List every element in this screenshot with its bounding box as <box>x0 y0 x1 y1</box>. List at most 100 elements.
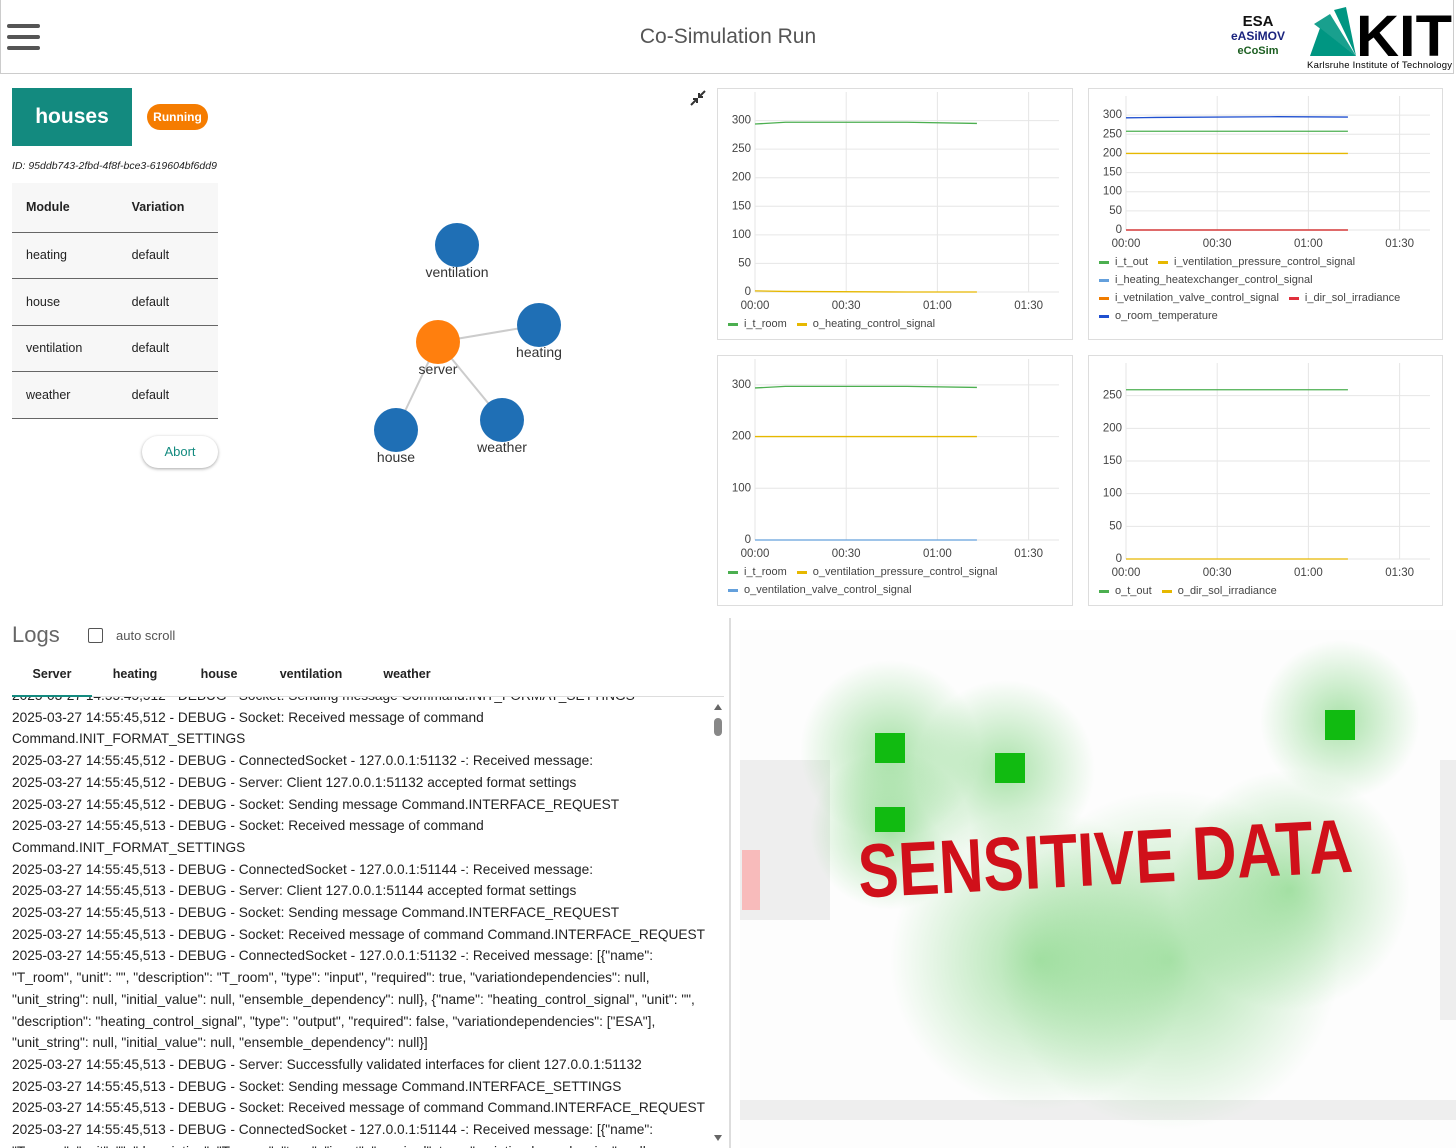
kit-caption: Karlsruhe Institute of Technology <box>1307 60 1452 71</box>
legend-item[interactable]: i_dir_sol_irradiance <box>1288 292 1400 304</box>
legend-label: o_ventilation_valve_control_signal <box>744 584 912 596</box>
y-tick-label: 50 <box>738 257 751 269</box>
chart-panel: 0 50 100 150 200 250 300 00:00 00:30 01:00 01:30 i_… <box>717 88 1073 340</box>
menu-icon[interactable] <box>7 24 41 52</box>
legend-swatch <box>1099 589 1109 593</box>
legend-label: i_t_room <box>744 318 787 330</box>
y-tick-label: 250 <box>1103 390 1122 402</box>
legend-item[interactable]: i_vetnilation_valve_control_signal <box>1099 292 1279 304</box>
legend: o_t_out o_dir_sol_irradiance <box>1099 585 1434 597</box>
table-cell: default <box>131 341 170 356</box>
graph-node[interactable] <box>435 223 479 267</box>
y-tick-label: 150 <box>1103 167 1122 179</box>
legend-item[interactable]: i_t_room <box>728 318 787 330</box>
x-tick-label: 01:30 <box>1014 300 1043 312</box>
y-tick-label: 0 <box>745 534 751 546</box>
column-header: Module <box>26 200 70 215</box>
x-tick-label: 00:00 <box>1112 567 1141 579</box>
table-row: ventilation default <box>12 325 218 372</box>
y-tick-label: 0 <box>1116 553 1122 565</box>
legend-label: i_t_out <box>1115 256 1149 268</box>
y-tick-label: 0 <box>1116 224 1122 236</box>
y-tick-label: 250 <box>732 143 751 155</box>
legend-swatch <box>728 588 738 592</box>
log-tab[interactable]: house <box>200 667 238 681</box>
x-tick-label: 00:30 <box>832 300 861 312</box>
legend-item[interactable]: i_heating_heatexchanger_control_signal <box>1099 274 1313 286</box>
table-cell: ventilation <box>26 341 83 356</box>
log-line: 2025-03-27 14:55:45,513 - DEBUG - Socket… <box>12 926 706 942</box>
log-line: 2025-03-27 14:55:45,512 - DEBUG - Socket… <box>12 796 620 812</box>
x-tick-label: 01:30 <box>1385 238 1414 250</box>
log-tab[interactable]: Server <box>32 667 72 681</box>
y-tick-label: 150 <box>732 200 751 212</box>
legend-item[interactable]: o_ventilation_pressure_control_signal <box>796 566 997 578</box>
legend-item[interactable]: i_ventilation_pressure_control_signal <box>1158 256 1355 268</box>
series-line <box>754 385 977 389</box>
legend-swatch <box>728 322 738 326</box>
log-tab[interactable]: ventilation <box>279 667 343 681</box>
x-tick-label: 00:30 <box>1203 238 1232 250</box>
legend-swatch <box>796 570 807 574</box>
log-output: 2025-03-27 14:55:45,512 - DEBUG - Socket… <box>12 697 712 1148</box>
legend-swatch <box>1099 260 1109 264</box>
chart: 0 50 100 150 200 250 300 00:00 00:30 01:00 01:30 <box>732 92 1059 312</box>
legend-item[interactable]: i_t_room <box>728 566 787 578</box>
logo-line: eCoSim <box>1237 45 1279 57</box>
scrollbar[interactable] <box>712 700 724 1148</box>
x-tick-label: 00:00 <box>741 300 770 312</box>
legend-item[interactable]: o_heating_control_signal <box>796 318 936 330</box>
x-tick-label: 01:00 <box>923 548 952 560</box>
legend-item[interactable]: o_dir_sol_irradiance <box>1161 585 1277 597</box>
log-tab[interactable]: heating <box>112 667 158 681</box>
y-tick-label: 100 <box>732 229 751 241</box>
y-tick-label: 100 <box>1103 488 1122 500</box>
esa-logo: ESA eASiMOV eCoSim <box>1226 14 1290 59</box>
legend: i_t_out i_ventilation_pressure_control_si… <box>1099 256 1434 322</box>
redacted-area: SENSITIVE DATA <box>740 630 1456 1148</box>
graph-node[interactable] <box>480 398 524 442</box>
collapse-icon[interactable] <box>689 89 707 107</box>
log-line: 2025-03-27 14:55:45,513 - DEBUG - Connec… <box>12 948 695 1051</box>
legend-label: o_t_out <box>1115 585 1152 597</box>
x-tick-label: 01:00 <box>1294 567 1323 579</box>
legend-label: i_vetnilation_valve_control_signal <box>1115 292 1279 304</box>
kit-logo: KIT Karlsruhe Institute of Technology <box>1307 4 1452 71</box>
table-cell: weather <box>26 387 71 402</box>
legend-swatch <box>1158 260 1169 264</box>
log-line: 2025-03-27 14:55:45,513 - DEBUG - Connec… <box>12 861 594 877</box>
x-tick-label: 00:30 <box>832 548 861 560</box>
logo-line: eASiMOV <box>1230 29 1285 43</box>
log-line: 2025-03-27 14:55:45,513 - DEBUG - Socket… <box>12 905 620 921</box>
log-line: 2025-03-27 14:55:45,513 - DEBUG - Socket… <box>12 1078 622 1094</box>
legend-item[interactable]: i_t_out <box>1099 256 1148 268</box>
table-row: heating default <box>12 232 218 279</box>
log-line: 2025-03-27 14:55:45,513 - DEBUG - Socket… <box>12 1100 706 1116</box>
table-row: house default <box>12 278 218 325</box>
active-tab-indicator <box>12 695 92 697</box>
page-title: Co-Simulation Run <box>639 25 817 48</box>
legend-swatch <box>1288 296 1299 300</box>
legend-item[interactable]: o_room_temperature <box>1099 310 1218 322</box>
log-tab[interactable]: weather <box>383 667 431 681</box>
legend-swatch <box>1161 589 1172 593</box>
legend-item[interactable]: o_ventilation_valve_control_signal <box>728 584 912 596</box>
y-tick-label: 100 <box>1103 186 1122 198</box>
auto-scroll-checkbox[interactable] <box>88 628 103 643</box>
y-tick-label: 50 <box>1109 520 1122 532</box>
y-tick-label: 100 <box>732 482 751 494</box>
log-line: 2025-03-27 14:55:45,513 - DEBUG - Server… <box>12 883 577 899</box>
x-tick-label: 00:00 <box>741 548 770 560</box>
y-tick-label: 300 <box>732 379 751 391</box>
graph-node[interactable] <box>517 303 561 347</box>
graph-node[interactable] <box>374 408 418 452</box>
y-tick-label: 50 <box>1109 205 1122 217</box>
kit-name: KIT <box>1356 4 1452 69</box>
graph-node[interactable] <box>416 320 460 364</box>
abort-button[interactable]: Abort <box>142 436 218 468</box>
legend-label: o_heating_control_signal <box>812 318 936 330</box>
legend-label: i_t_room <box>744 566 787 578</box>
y-tick-label: 0 <box>745 286 751 298</box>
legend-item[interactable]: o_t_out <box>1099 585 1152 597</box>
y-tick-label: 250 <box>1103 128 1122 140</box>
